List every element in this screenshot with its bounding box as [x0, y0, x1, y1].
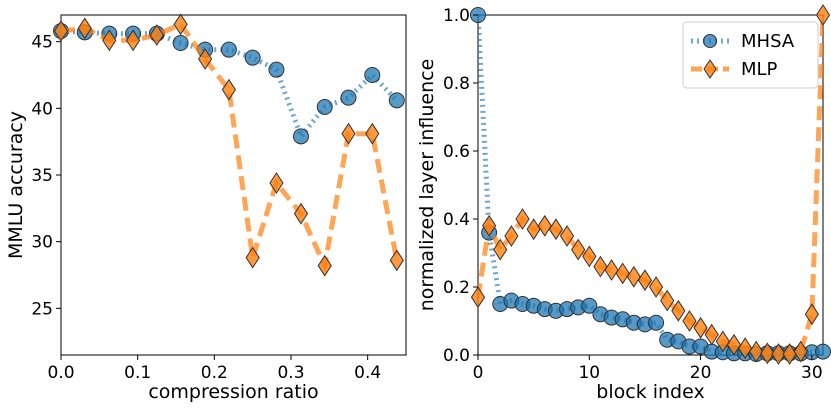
right-y-tick-label: 0.0 [443, 346, 470, 366]
right-mlp-point [548, 218, 563, 241]
left-mhsa-point [340, 89, 357, 106]
left-mhsa-point [316, 99, 333, 115]
right-mlp-point [715, 330, 730, 353]
right-mlp-point [771, 343, 786, 365]
right-panel: block index normalized layer influence M… [416, 4, 831, 403]
left-mlp-point [221, 78, 236, 101]
left-mlp-point [102, 29, 117, 52]
left-x-tick-label: 0.0 [47, 363, 74, 383]
left-mlp-point [173, 13, 188, 36]
right-mlp-point [726, 333, 742, 356]
right-x-tick-label: 30 [801, 363, 823, 383]
right-mlp-point [693, 316, 708, 339]
right-mlp-point [626, 265, 641, 288]
right-mlp-point [793, 340, 808, 363]
legend: MHSA MLP [682, 21, 819, 89]
right-mlp-point [582, 245, 597, 268]
right-mlp-point [782, 343, 797, 365]
left-mlp-point [149, 24, 164, 46]
left-mhsa-point [388, 92, 405, 109]
right-plot-frame [477, 14, 824, 356]
right-y-tick-label: 0.2 [443, 278, 470, 298]
right-x-tick-label: 20 [690, 363, 712, 383]
left-plot-frame [60, 14, 407, 356]
left-mlp-point [365, 122, 380, 145]
left-y-tick-label: 30 [31, 233, 53, 253]
left-mhsa-series-line [61, 28, 399, 142]
left-mlp-point [269, 172, 284, 194]
left-mhsa-point [292, 128, 309, 145]
left-mlp-point [389, 249, 404, 272]
right-mlp-point [760, 342, 775, 365]
right-mlp-point [526, 218, 541, 241]
legend-mhsa-label: MHSA [741, 31, 795, 52]
left-mlp-point [125, 29, 141, 52]
left-x-tick-label: 0.3 [277, 363, 304, 383]
right-mlp-point [637, 269, 653, 292]
right-mlp-point [515, 208, 530, 230]
left-mlp-point [53, 20, 69, 42]
right-y-tick-label: 0.6 [443, 142, 470, 162]
right-mlp-point [671, 299, 686, 322]
right-y-axis-label: normalized layer influence [416, 59, 438, 312]
left-x-tick-label: 0.4 [354, 363, 381, 383]
right-mlp-point [682, 310, 697, 332]
left-mlp-point [77, 17, 92, 40]
right-mlp-point [504, 225, 519, 247]
left-y-axis-label: MMLU accuracy [5, 111, 27, 259]
left-y-tick-label: 35 [31, 166, 53, 186]
right-mlp-point [470, 286, 486, 309]
legend-mlp-marker [703, 59, 717, 79]
right-y-tick-label: 0.8 [443, 74, 470, 94]
left-mlp-point [317, 254, 332, 277]
left-y-tick-label: 40 [31, 99, 53, 119]
right-mhsa-point [648, 314, 665, 331]
left-mhsa-point [364, 67, 381, 83]
right-mlp-point [593, 255, 608, 278]
right-y-tick-label: 0.4 [443, 210, 470, 230]
left-mlp-point [341, 122, 356, 145]
right-mlp-point [559, 225, 575, 247]
left-panel: compression ratio MMLU accuracy 0.0 0.1 0.… [5, 13, 407, 403]
right-mlp-point [604, 259, 619, 281]
left-mhsa-point [172, 35, 189, 51]
right-mlp-point [648, 276, 664, 298]
legend-mlp-label: MLP [741, 59, 778, 80]
right-mlp-point [704, 323, 719, 346]
right-x-tick-label: 10 [578, 363, 600, 383]
left-mhsa-point [268, 61, 285, 78]
left-x-tick-label: 0.2 [201, 363, 228, 383]
left-mlp-point [245, 246, 260, 269]
right-mlp-point [804, 303, 819, 326]
left-y-tick-label: 45 [31, 33, 53, 53]
right-mlp-point [493, 238, 508, 261]
right-mlp-point [571, 238, 586, 261]
right-mlp-point [615, 262, 630, 285]
left-x-axis-label: compression ratio [148, 381, 318, 403]
right-mhsa-point [581, 297, 598, 314]
left-x-tick-label: 0.1 [124, 363, 151, 383]
left-mlp-series-line [61, 21, 400, 275]
right-x-axis-label: block index [596, 381, 704, 403]
right-mlp-point [738, 337, 753, 360]
right-mlp-point [660, 289, 675, 312]
right-mlp-point [815, 4, 831, 26]
right-mhsa-point [815, 343, 831, 360]
left-mlp-point [293, 202, 309, 225]
right-y-tick-label: 1.0 [443, 6, 470, 26]
left-mhsa-point [244, 49, 261, 66]
right-x-tick-label: 0 [473, 363, 484, 383]
left-mhsa-point [220, 41, 237, 58]
left-mlp-point [198, 48, 213, 70]
legend-mhsa-marker [703, 34, 717, 48]
right-mlp-point [749, 340, 764, 363]
right-mlp-point [482, 214, 497, 237]
right-mlp-point [537, 214, 552, 237]
left-y-tick-label: 25 [31, 299, 53, 319]
